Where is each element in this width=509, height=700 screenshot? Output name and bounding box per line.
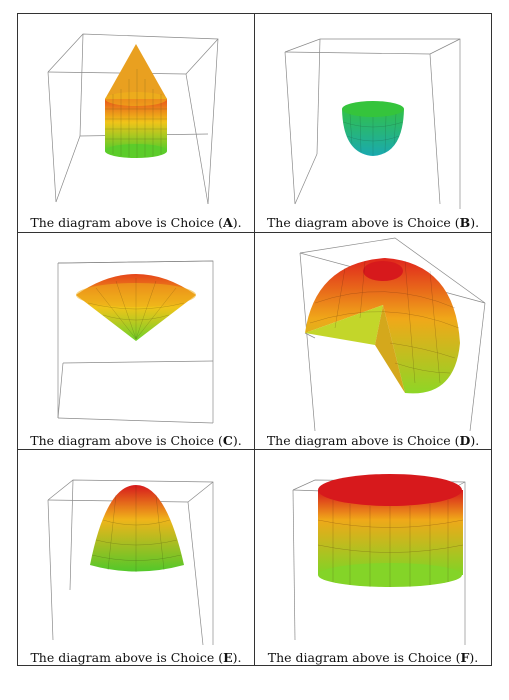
plot-double-cone <box>57 260 214 424</box>
choice-cell-c: The diagram above is Choice (C). <box>18 233 254 449</box>
cylinder-surface <box>317 474 464 587</box>
choice-caption-d: The diagram above is Choice (D). <box>266 433 480 448</box>
choice-letter-a: A <box>223 215 233 230</box>
bounding-box <box>47 479 214 646</box>
choice-caption-a: The diagram above is Choice (A). <box>30 215 242 230</box>
choice-cell-f: The diagram above is Choice (F). <box>255 450 491 667</box>
choice-caption-b: The diagram above is Choice (B). <box>266 215 480 230</box>
choice-cell-b: The diagram above is Choice (B). <box>255 14 491 232</box>
choice-letter-e: E <box>223 650 233 665</box>
grid-divider-vertical <box>254 14 255 665</box>
grid-divider-row-1 <box>18 232 491 233</box>
plot-cylinder <box>292 474 466 645</box>
plot-paraboloid <box>47 479 214 646</box>
choice-cell-d: The diagram above is Choice (D). <box>255 233 491 449</box>
choice-caption-c: The diagram above is Choice (C). <box>30 433 242 448</box>
bounding-box <box>299 237 486 431</box>
plot-cone-cylinder <box>47 33 219 205</box>
choice-caption-f: The diagram above is Choice (F). <box>267 650 479 665</box>
paraboloid-surface <box>90 485 184 572</box>
choice-letter-f: F <box>460 650 470 665</box>
plot-hemisphere <box>284 38 461 209</box>
choice-cell-a: The diagram above is Choice (A). <box>18 14 254 232</box>
sphere-wedge-surface <box>305 258 460 394</box>
double-cone-surface <box>76 274 196 341</box>
cone-cylinder-surface <box>105 44 167 158</box>
choice-grid: The diagram above is Choice (A). <box>17 13 492 666</box>
hemisphere-surface <box>342 101 404 156</box>
grid-divider-row-2 <box>18 449 491 450</box>
choice-letter-c: C <box>222 433 233 448</box>
bounding-box <box>284 38 461 209</box>
bounding-box <box>57 260 214 424</box>
plot-sphere-wedge-cut <box>299 237 486 431</box>
choice-letter-d: D <box>459 433 471 448</box>
choice-letter-b: B <box>459 215 471 230</box>
choice-cell-e: The diagram above is Choice (E). <box>18 450 254 667</box>
choice-caption-e: The diagram above is Choice (E). <box>30 650 242 665</box>
